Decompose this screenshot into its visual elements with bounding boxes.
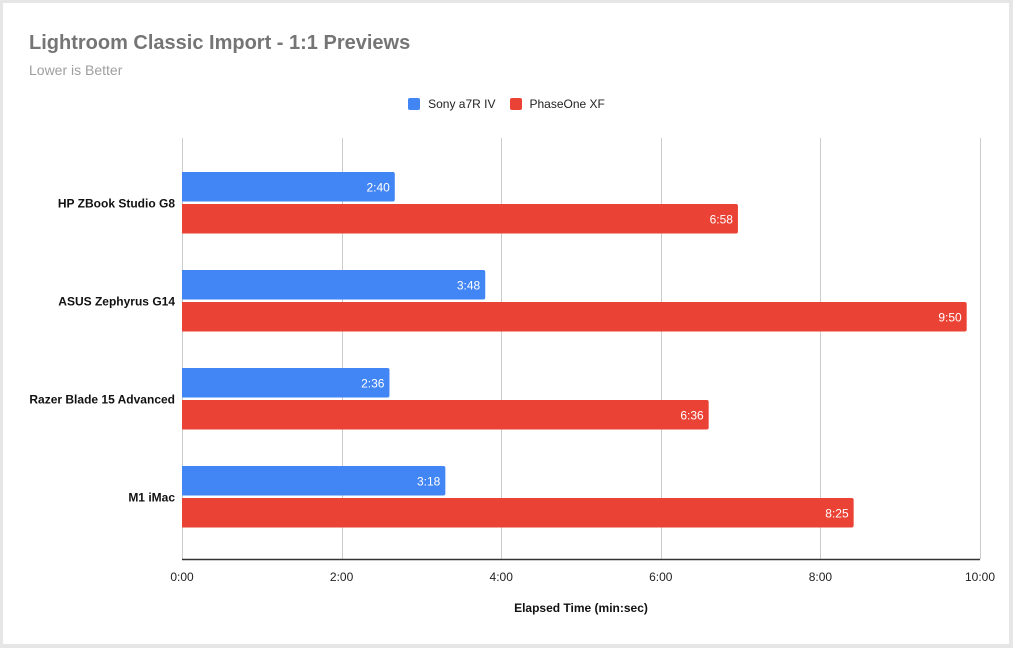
legend-swatch-sony — [408, 98, 421, 110]
category-label: ASUS Zephyrus G14 — [58, 295, 175, 309]
bar-sony — [182, 368, 390, 398]
data-label: 9:50 — [938, 310, 962, 324]
category-label: HP ZBook Studio G8 — [58, 197, 175, 211]
data-label: 6:36 — [680, 408, 704, 422]
data-label: 8:25 — [825, 506, 849, 520]
chart-title: Lightroom Classic Import - 1:1 Previews — [29, 32, 411, 54]
bar-phaseone — [182, 302, 967, 332]
legend: Sony a7R IV PhaseOne XF — [0, 97, 1013, 111]
data-label: 3:18 — [417, 474, 441, 488]
legend-item-sony[interactable]: Sony a7R IV — [408, 97, 496, 111]
category-label: Razer Blade 15 Advanced — [29, 393, 175, 407]
bar-square-edge — [182, 466, 186, 496]
bar-square-edge — [182, 204, 186, 234]
bar-sony — [182, 270, 486, 300]
bar-square-edge — [182, 270, 186, 300]
x-axis-title: Elapsed Time (min:sec) — [514, 601, 648, 615]
category-label: M1 iMac — [128, 491, 175, 505]
x-tick-label: 0:00 — [170, 570, 194, 584]
legend-label-sony: Sony a7R IV — [428, 97, 496, 111]
bar-sony — [182, 466, 446, 496]
data-label: 6:58 — [710, 212, 734, 226]
legend-swatch-phaseone — [509, 98, 522, 110]
bar-square-edge — [182, 368, 186, 398]
bar-square-edge — [182, 498, 186, 528]
bar-sony — [182, 172, 395, 202]
bar-square-edge — [182, 302, 186, 332]
bar-phaseone — [182, 400, 709, 430]
bar-square-edge — [182, 172, 186, 202]
data-label: 2:36 — [361, 376, 385, 390]
x-tick-label: 10:00 — [965, 570, 995, 584]
data-label: 3:48 — [457, 278, 481, 292]
x-tick-label: 6:00 — [649, 570, 673, 584]
legend-label-phaseone: PhaseOne XF — [529, 97, 605, 111]
x-tick-label: 4:00 — [490, 570, 514, 584]
bar-square-edge — [182, 400, 186, 430]
data-label: 2:40 — [366, 180, 390, 194]
x-tick-label: 2:00 — [330, 570, 354, 584]
x-tick-label: 8:00 — [809, 570, 833, 584]
bar-phaseone — [182, 498, 854, 528]
chart-subtitle: Lower is Better — [29, 62, 123, 78]
bar-phaseone — [182, 204, 738, 234]
legend-item-phaseone[interactable]: PhaseOne XF — [509, 97, 605, 111]
